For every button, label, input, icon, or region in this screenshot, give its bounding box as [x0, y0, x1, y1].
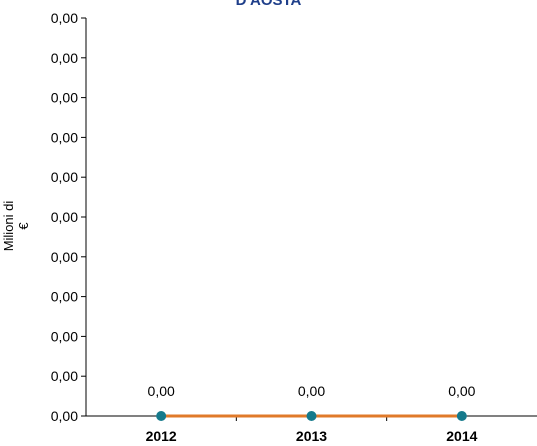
y-tick-label: 0,00	[51, 169, 78, 185]
data-label: 0,00	[148, 383, 175, 399]
data-point	[156, 411, 167, 421]
y-tick-label: 0,00	[51, 408, 78, 424]
data-label: 0,00	[448, 383, 475, 399]
y-tick-label: 0,00	[51, 249, 78, 265]
data-point	[456, 411, 467, 421]
data-point	[306, 411, 317, 421]
x-tick-label: 2012	[146, 428, 177, 444]
y-tick-label: 0,00	[51, 289, 78, 305]
y-tick-label: 0,00	[51, 90, 78, 106]
x-tick-label: 2013	[296, 428, 327, 444]
x-tick-label: 2014	[446, 428, 477, 444]
y-tick-label: 0,00	[51, 209, 78, 225]
data-label: 0,00	[298, 383, 325, 399]
y-tick-label: 0,00	[51, 368, 78, 384]
y-tick-label: 0,00	[51, 50, 78, 66]
y-tick-label: 0,00	[51, 328, 78, 344]
chart-title: D'AOSTA	[235, 0, 302, 9]
y-tick-label: 0,00	[51, 129, 78, 145]
y-tick-label: 0,00	[51, 10, 78, 26]
